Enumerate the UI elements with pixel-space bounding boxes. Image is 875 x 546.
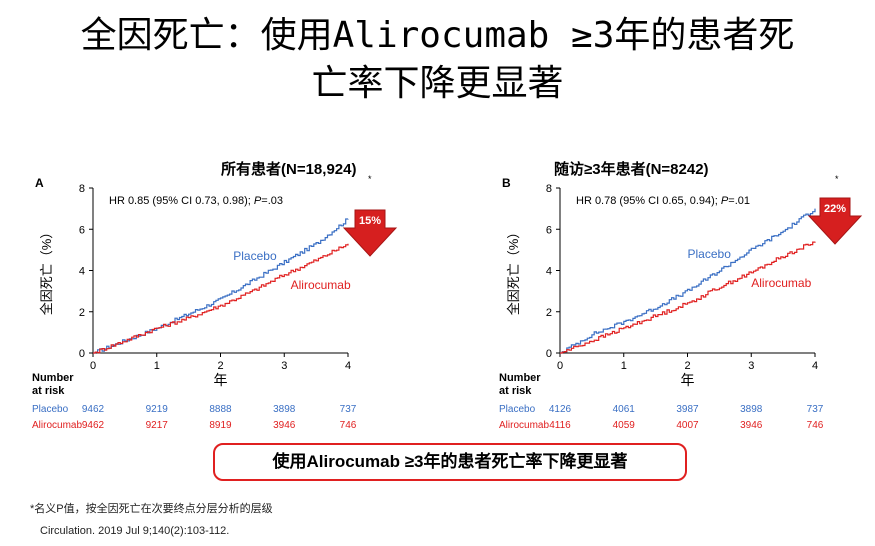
risk-value: 3898 <box>273 404 296 415</box>
series-label-placebo: Placebo <box>688 247 732 261</box>
x-tick-label: 1 <box>154 360 160 372</box>
risk-value: 3987 <box>676 404 699 415</box>
risk-row-label: Placebo <box>32 404 69 415</box>
risk-value: 746 <box>340 420 357 431</box>
reduction-label: 15% <box>359 215 381 227</box>
y-tick-label: 4 <box>546 266 552 278</box>
y-axis-label: 全因死亡（%） <box>506 226 521 316</box>
y-tick-label: 6 <box>79 224 85 236</box>
risk-table-header: at risk <box>499 385 532 397</box>
x-tick-label: 0 <box>90 360 96 372</box>
risk-value: 8888 <box>209 404 232 415</box>
significance-asterisk: * <box>368 174 372 184</box>
x-tick-label: 3 <box>281 360 287 372</box>
risk-value: 746 <box>807 420 824 431</box>
risk-value: 4116 <box>549 420 571 431</box>
risk-value: 4007 <box>676 420 699 431</box>
slide-title-line2: 亡率下降更显著 <box>311 63 564 104</box>
significance-asterisk: * <box>835 174 839 184</box>
y-tick-label: 6 <box>546 224 552 236</box>
risk-value: 737 <box>340 404 357 415</box>
series-label-alirocumab: Alirocumab <box>751 276 811 290</box>
y-tick-label: 2 <box>79 307 85 319</box>
risk-table-header: Number <box>499 372 541 384</box>
panel-a-title: 所有患者(N=18,924) <box>221 161 357 178</box>
citation: Circulation. 2019 Jul 9;140(2):103-112. <box>40 525 230 537</box>
risk-value: 3946 <box>273 420 296 431</box>
risk-value: 737 <box>807 404 824 415</box>
x-tick-label: 2 <box>684 360 690 372</box>
callout-box: 使用Alirocumab ≥3年的患者死亡率下降更显著 <box>213 443 687 481</box>
series-line-alirocumab <box>560 241 816 354</box>
hazard-ratio-text: HR 0.78 (95% CI 0.65, 0.94); P=.01 <box>576 195 750 207</box>
series-label-alirocumab: Alirocumab <box>291 278 351 292</box>
risk-value: 3898 <box>740 404 763 415</box>
panel-b-letter: B <box>502 176 511 190</box>
risk-row-label: Alirocumab <box>32 420 82 431</box>
series-line-placebo <box>560 208 816 354</box>
x-tick-label: 1 <box>621 360 627 372</box>
slide-title-line1: 全因死亡：使用Alirocumab ≥3年的患者死 <box>80 15 795 56</box>
x-axis-label: 年 <box>214 372 228 388</box>
panel-b-title: 随访≥3年患者(N=8242) <box>554 161 709 178</box>
risk-value: 4126 <box>549 404 572 415</box>
risk-value: 3946 <box>740 420 763 431</box>
risk-value: 8919 <box>209 420 232 431</box>
y-tick-label: 0 <box>79 348 85 360</box>
risk-value: 4061 <box>613 404 636 415</box>
risk-row-label: Placebo <box>499 404 536 415</box>
reduction-arrow <box>342 209 398 257</box>
y-tick-label: 0 <box>546 348 552 360</box>
series-label-placebo: Placebo <box>233 249 277 263</box>
x-tick-label: 0 <box>557 360 563 372</box>
panel-a-letter: A <box>35 176 44 190</box>
series-line-placebo <box>93 218 349 354</box>
x-tick-label: 3 <box>748 360 754 372</box>
y-tick-label: 8 <box>546 183 552 195</box>
risk-row-label: Alirocumab <box>499 420 549 431</box>
reduction-arrow <box>807 197 863 245</box>
reduction-label: 22% <box>824 203 846 215</box>
risk-value: 9462 <box>82 420 105 431</box>
risk-value: 9217 <box>146 420 169 431</box>
risk-value: 4059 <box>613 420 636 431</box>
x-tick-label: 4 <box>812 360 818 372</box>
x-tick-label: 4 <box>345 360 351 372</box>
y-tick-label: 2 <box>546 307 552 319</box>
chart-panel-a: 0 2 4 6 8 0 1 2 3 4 年 全因死亡（%） HR 0.85 (95% CI 0.73, … <box>32 174 398 431</box>
risk-value: 9219 <box>146 404 169 415</box>
hazard-ratio-text: HR 0.85 (95% CI 0.73, 0.98); P=.03 <box>109 195 283 207</box>
x-axis-label: 年 <box>681 372 695 388</box>
risk-value: 9462 <box>82 404 105 415</box>
footnote: *名义P值，按全因死亡在次要终点分层分析的层级 <box>30 503 273 515</box>
x-tick-label: 2 <box>217 360 223 372</box>
y-tick-label: 4 <box>79 266 85 278</box>
y-axis-label: 全因死亡（%） <box>39 226 54 316</box>
series-line-alirocumab <box>93 243 349 354</box>
y-tick-label: 8 <box>79 183 85 195</box>
risk-table-header: Number <box>32 372 74 384</box>
chart-panel-b: 0 2 4 6 8 0 1 2 3 4 年 全因死亡（%） HR 0.78 (95% CI 0.65, … <box>499 174 863 431</box>
risk-table-header: at risk <box>32 385 65 397</box>
